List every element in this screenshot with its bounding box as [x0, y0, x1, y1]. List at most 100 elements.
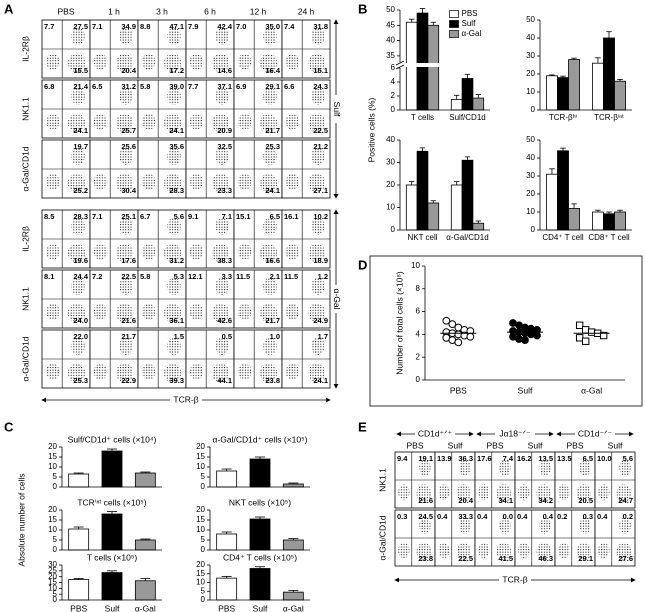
quadrant-percent: 38.3 [217, 256, 232, 265]
quadrant-percent: 25.1 [121, 212, 136, 221]
cell-population [211, 303, 230, 323]
quadrant-percent: 13.5 [557, 454, 572, 463]
cell-population [141, 173, 156, 190]
cell-population [419, 459, 431, 477]
treatment-label: PBS [406, 440, 423, 450]
quadrant-percent: 6.9 [236, 82, 246, 91]
treatment-label: Sulf [528, 440, 543, 450]
bar [282, 483, 304, 488]
group-label: α-Gal [332, 289, 342, 310]
quadrant-percent: 29.1 [578, 554, 593, 563]
cell-population [237, 53, 252, 70]
cell-population [459, 517, 471, 535]
bar [134, 472, 156, 488]
y-tick-label: 0 [201, 545, 206, 554]
row-label: α-Gal/CD1d [20, 336, 30, 381]
point [442, 316, 451, 325]
quadrant-percent: 36.1 [169, 316, 184, 325]
quadrant-percent: 21.7 [265, 316, 280, 325]
cell-population [263, 87, 277, 105]
quadrant-percent: 24.1 [313, 376, 328, 385]
cell-population [163, 243, 182, 263]
cell-population [189, 113, 204, 130]
quadrant-percent: 0.3 [397, 512, 407, 521]
quadrant-percent: 12.1 [188, 272, 203, 281]
quadrant-percent: 7.1 [92, 22, 102, 31]
cell-population [438, 484, 450, 501]
cell-population [115, 363, 134, 383]
column-header: 12 h [250, 6, 267, 16]
cell-population [285, 363, 300, 380]
y-tick-label: 50 [526, 135, 535, 144]
cell-population [119, 337, 133, 355]
quadrant-percent: 17.2 [169, 66, 184, 75]
label-bg [331, 95, 341, 123]
quadrant-percent: 10.2 [313, 212, 328, 221]
treatment-label: Sulf [608, 440, 623, 450]
y-tick-label: 10 [526, 207, 535, 216]
cell-population [307, 303, 326, 323]
y-tick-label: 10 [411, 261, 420, 270]
cell-population [45, 243, 60, 260]
bar [450, 99, 463, 111]
bar [134, 580, 156, 601]
cell-population [119, 217, 133, 235]
cell-population [237, 363, 252, 380]
y-tick-label: 4 [391, 77, 396, 86]
y-tick-label: 6 [416, 307, 421, 316]
treatment-label: PBS [566, 440, 583, 450]
y-tick-label: 0 [201, 595, 206, 604]
category-label: Sulf [253, 603, 268, 612]
point [581, 326, 590, 334]
quadrant-percent: 27.5 [73, 22, 88, 31]
cell-population [211, 113, 230, 133]
quadrant-percent: 27.1 [313, 186, 328, 195]
cell-population [71, 147, 85, 165]
cell-population [67, 53, 86, 73]
quadrant-percent: 35.6 [169, 142, 184, 151]
cell-population [259, 303, 278, 323]
quadrant-percent: 9.4 [397, 454, 408, 463]
column-header: 6 h [204, 6, 216, 16]
y-tick-label: 5 [201, 535, 206, 544]
quadrant-percent: 34.2 [538, 496, 553, 505]
bar [614, 211, 626, 231]
y-tick-label: 40 [386, 135, 395, 144]
bar [557, 77, 569, 111]
cell-population [119, 87, 133, 105]
row-label: NK1.1 [20, 97, 30, 121]
cell-population [263, 147, 277, 165]
chart-title: TCRⁱⁿᵗ cells (×10⁵) [77, 497, 146, 507]
cell-population [93, 363, 108, 380]
label-bg [170, 395, 202, 405]
cell-population [71, 217, 85, 235]
cell-population [211, 243, 230, 263]
category-label: α-Gal [283, 603, 304, 612]
bar [472, 97, 485, 111]
cell-population [536, 542, 551, 561]
quadrant-percent: 25.3 [265, 142, 280, 151]
row-label: IL-2Rβ [20, 36, 30, 62]
cell-population [307, 363, 326, 383]
y-tick-label: 8 [416, 284, 421, 293]
cell-population [45, 53, 60, 70]
y-tick-label: 0 [391, 105, 396, 114]
quadrant-percent: 24.0 [73, 316, 88, 325]
bar [592, 211, 604, 231]
cell-population [211, 363, 230, 383]
cell-population [141, 243, 156, 260]
cell-population [263, 217, 277, 235]
cell-population [438, 542, 450, 559]
bar [68, 528, 90, 551]
cell-population [189, 363, 204, 380]
cell-population [459, 459, 471, 477]
y-tick-label: 2 [391, 91, 396, 100]
quadrant-percent: 7.9 [188, 22, 198, 31]
y-tick-label: 30 [526, 51, 535, 60]
point [533, 331, 541, 340]
bar [472, 222, 485, 231]
y-tick-label: 20 [48, 572, 57, 581]
quadrant-percent: 14.6 [217, 66, 232, 75]
quadrant-percent: 7.4 [284, 22, 295, 31]
cell-population [119, 277, 133, 295]
